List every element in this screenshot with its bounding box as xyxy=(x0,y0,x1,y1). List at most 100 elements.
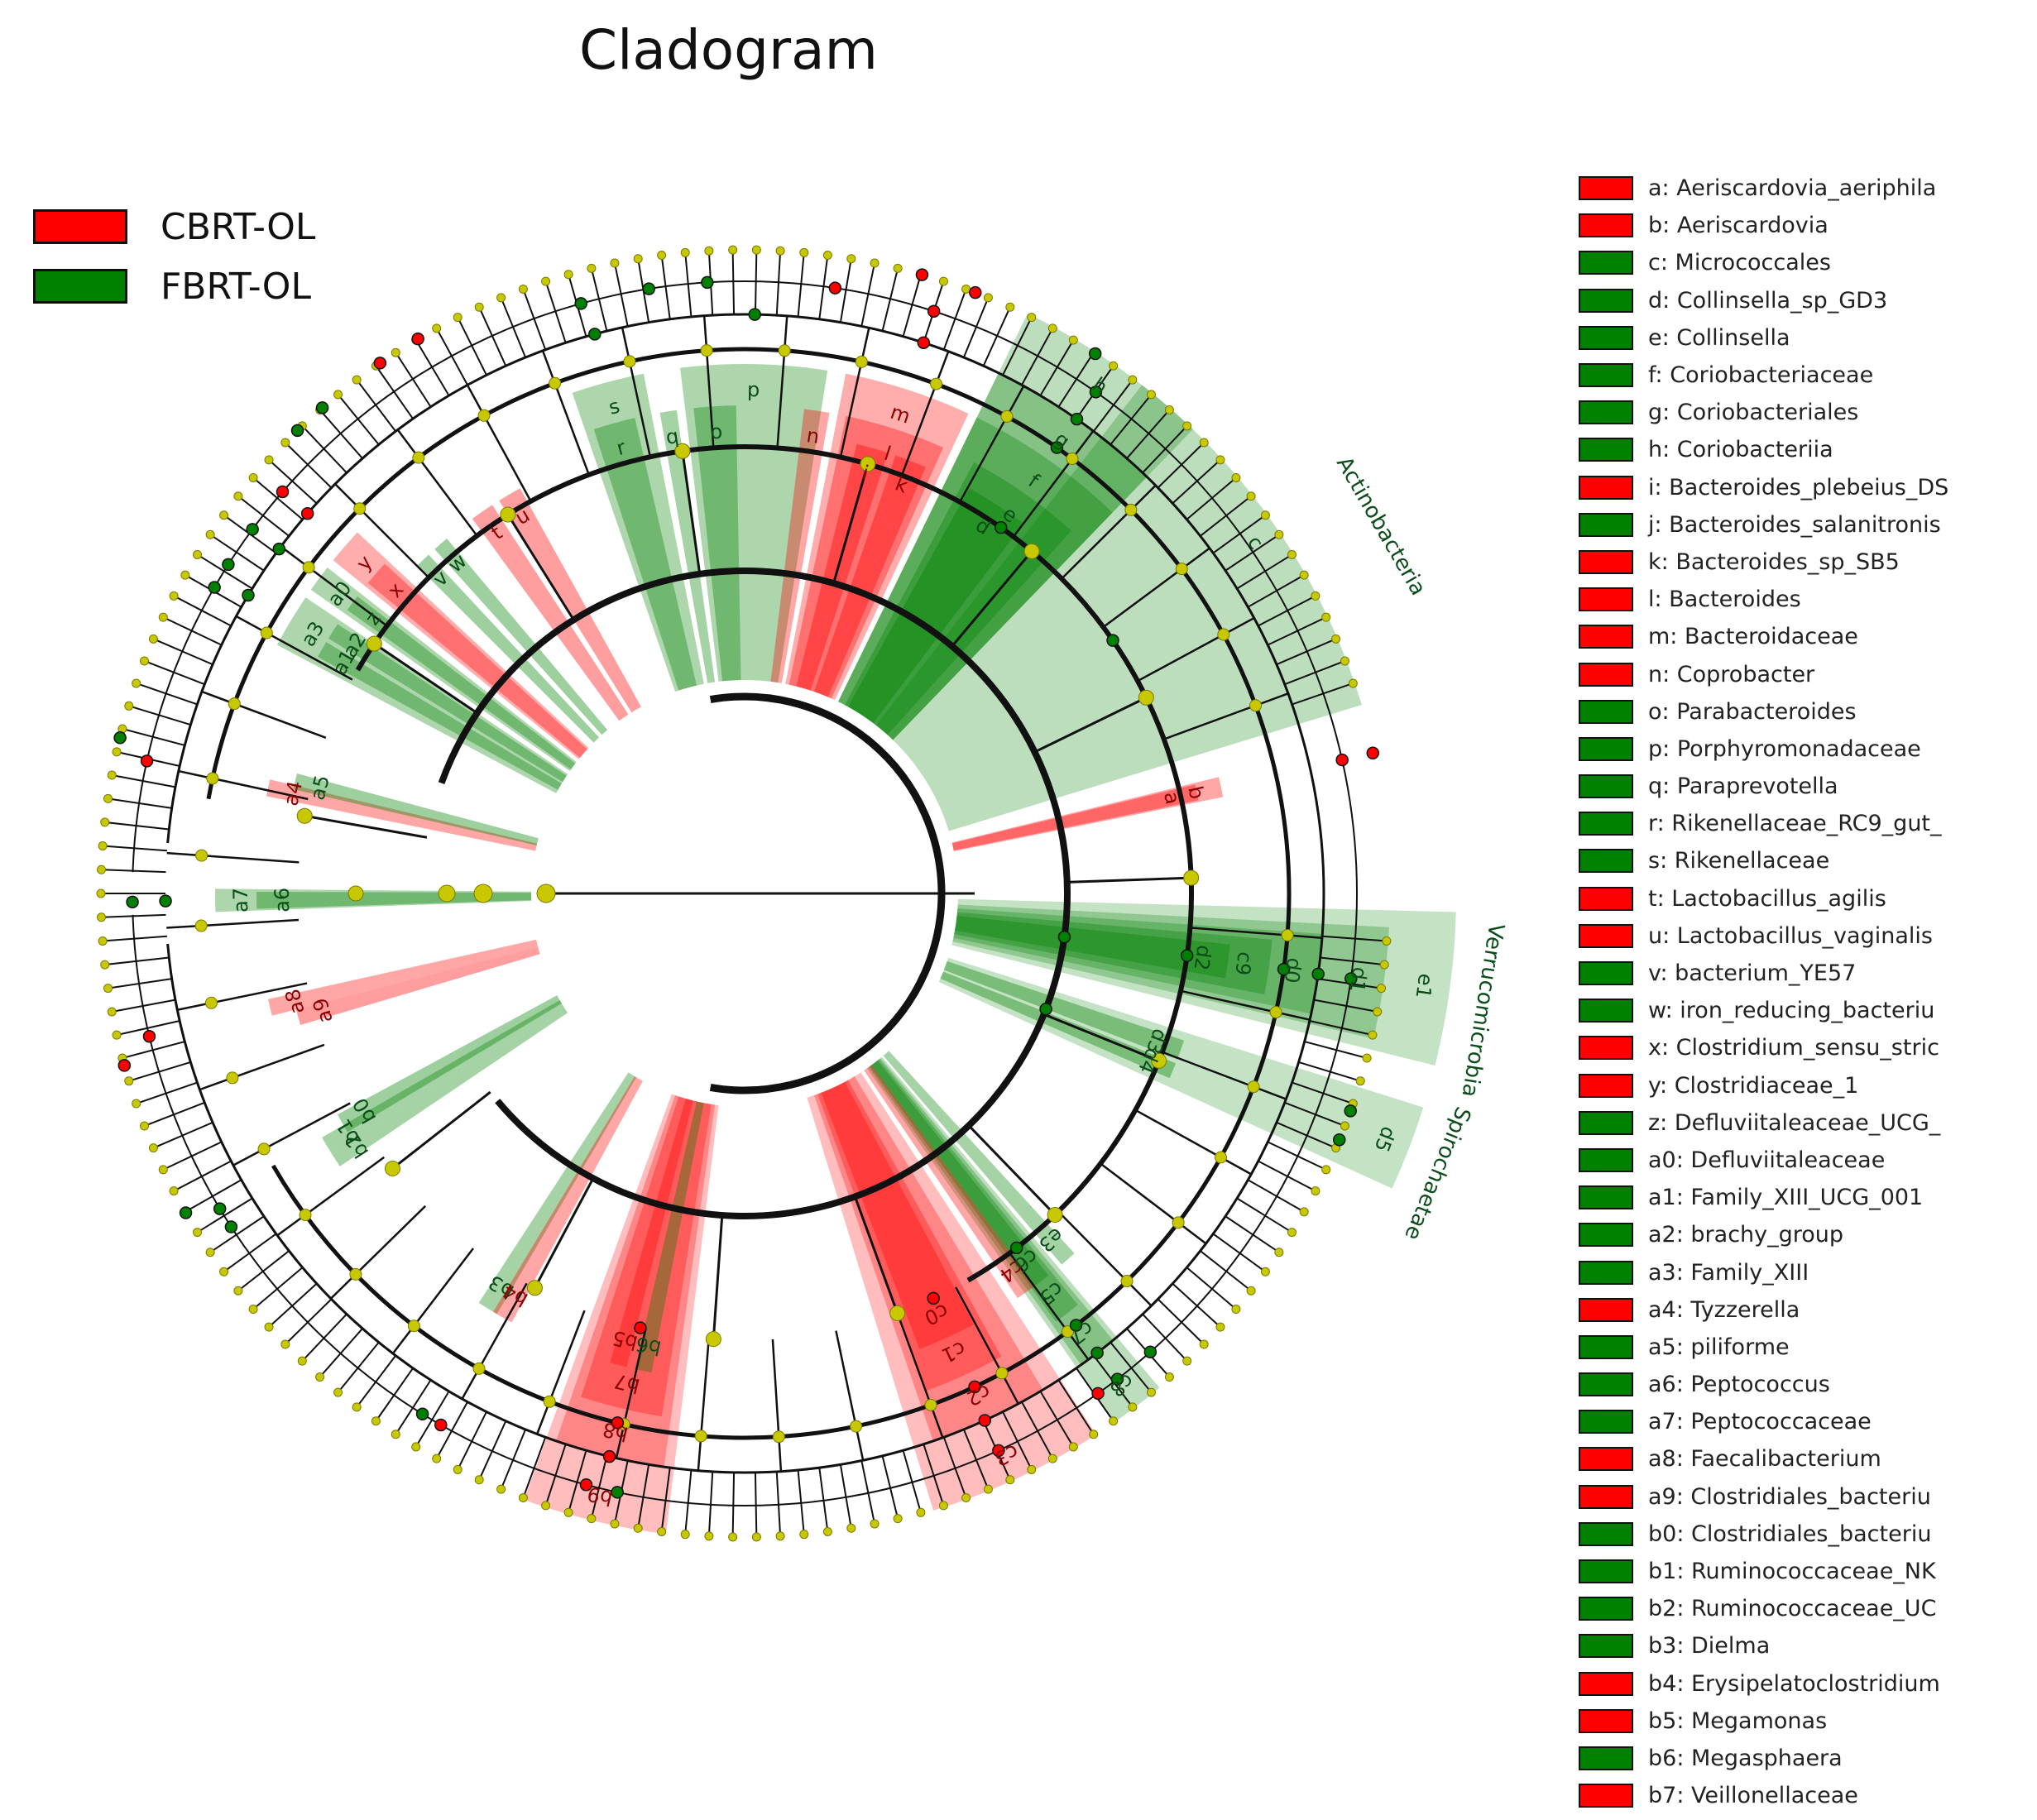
internal-node xyxy=(366,635,382,652)
branch-line xyxy=(301,425,347,474)
taxa-key-entry: o: Parabacteroides xyxy=(1579,693,1992,730)
branch-line xyxy=(391,1248,475,1354)
branch-line xyxy=(112,999,176,1013)
branch-line xyxy=(185,1179,242,1213)
clade-sector-d4 xyxy=(940,971,1177,1079)
branch-line xyxy=(702,315,715,448)
taxa-key-label: s: Rikenellaceae xyxy=(1648,848,1830,874)
branch-line xyxy=(201,690,327,739)
tip-node xyxy=(822,251,832,261)
biomarker-node-d3 xyxy=(1344,1104,1357,1118)
clade-label-e1: e1 xyxy=(1412,972,1438,1000)
tree-branches xyxy=(101,250,1387,1537)
taxa-key-swatch xyxy=(1579,1634,1633,1659)
biomarker-node-a9 xyxy=(117,1059,132,1072)
biomarker-node-c3 xyxy=(927,1291,940,1305)
biomarker-node-c xyxy=(1106,634,1119,647)
branch-line xyxy=(534,1177,595,1289)
branch-line xyxy=(1093,379,1134,432)
tip-node xyxy=(219,510,229,520)
taxa-key-label: h: Coriobacteriia xyxy=(1648,437,1833,463)
biomarker-node-a8 xyxy=(142,1029,156,1043)
taxa-key-entry: b0: Clostridiales_bacteriu xyxy=(1579,1516,1992,1553)
branch-line xyxy=(1043,1013,1160,1062)
branch-line xyxy=(942,1436,967,1498)
branch-line xyxy=(209,1215,265,1253)
clade-sector-c xyxy=(875,385,1362,831)
tip-node xyxy=(846,1523,856,1533)
branch-line xyxy=(1186,477,1237,520)
biomarker-node-b5 xyxy=(579,1478,593,1492)
taxa-key-label: a6: Peptococcus xyxy=(1648,1372,1830,1398)
taxa-key-entry: a8: Faecalibacterium xyxy=(1579,1440,1992,1478)
taxa-key-entry: a4: Tyzzerella xyxy=(1579,1291,1992,1329)
tip-node xyxy=(169,591,179,601)
tip-node xyxy=(371,1416,381,1426)
biomarker-node-b0 xyxy=(179,1206,193,1219)
taxa-key-label: a0: Defluviitaleaceae xyxy=(1648,1147,1886,1173)
branch-line xyxy=(544,280,567,343)
biomarker-node-s xyxy=(588,328,602,341)
taxa-key-entry: a7: Peptococcaceae xyxy=(1579,1403,1992,1440)
branch-line xyxy=(832,463,870,584)
clade-sector-w xyxy=(434,539,608,735)
branch-line xyxy=(237,1250,290,1292)
tip-node xyxy=(474,1475,484,1485)
biomarker-node-d0 xyxy=(1277,962,1291,976)
level-arc-5 xyxy=(166,313,1325,1474)
branch-line xyxy=(457,1411,487,1470)
branch-line xyxy=(684,252,693,318)
internal-node xyxy=(623,355,636,368)
clade-label-d1: d1 xyxy=(1345,965,1372,994)
biomarker-node-c1 xyxy=(978,1414,992,1427)
branch-line xyxy=(104,956,170,966)
branch-line xyxy=(797,1469,805,1535)
clade-sector-d3 xyxy=(943,960,1185,1060)
tip-node xyxy=(822,1526,832,1536)
internal-node xyxy=(1000,410,1014,423)
branch-line xyxy=(304,814,428,839)
branch-line xyxy=(112,774,176,788)
taxa-key-label: f: Coriobacteriaceae xyxy=(1648,362,1874,389)
clade-sector-v xyxy=(417,554,600,743)
branch-line xyxy=(108,797,172,809)
taxa-key-label: b0: Clostridiales_bacteriu xyxy=(1648,1521,1932,1547)
branch-line xyxy=(731,250,736,315)
tip-node xyxy=(1299,1207,1309,1217)
tip-node xyxy=(1164,405,1174,414)
branch-line xyxy=(1267,1141,1327,1171)
branch-line xyxy=(697,1339,710,1471)
branch-line xyxy=(500,1429,527,1490)
tip-node xyxy=(1246,491,1256,501)
branch-line xyxy=(1180,989,1311,1021)
taxa-key-swatch xyxy=(1579,1073,1633,1098)
branch-line xyxy=(116,1019,180,1037)
tip-node xyxy=(893,1514,903,1524)
tip-node xyxy=(1215,455,1225,465)
taxa-key-entry: h: Coriobacteriia xyxy=(1579,431,1992,468)
branch-line xyxy=(337,394,380,445)
taxa-key-label: j: Bacteroides_salanitronis xyxy=(1648,511,1941,538)
branch-line xyxy=(232,1102,351,1166)
tip-node xyxy=(1260,1267,1270,1276)
branch-line xyxy=(881,268,899,332)
taxa-key-label: u: Lactobacillus_vaginalis xyxy=(1648,922,1933,949)
tip-node xyxy=(474,302,484,312)
clade-sector-a2 xyxy=(328,624,567,783)
branch-line xyxy=(103,935,167,942)
taxa-key-label: k: Bacteroides_sp_SB5 xyxy=(1648,548,1900,575)
branch-line xyxy=(435,328,468,386)
clade-sector-e1 xyxy=(951,898,1456,1066)
tip-node xyxy=(1331,634,1341,644)
tip-node xyxy=(140,1121,150,1131)
taxa-key-swatch xyxy=(1579,288,1633,313)
internal-node xyxy=(526,1280,543,1296)
tip-node xyxy=(453,1464,463,1474)
branch-line xyxy=(902,274,922,337)
tip-node xyxy=(1299,570,1309,580)
internal-node xyxy=(995,1367,1009,1380)
taxa-key-swatch xyxy=(1579,961,1633,986)
tip-node xyxy=(610,258,620,268)
branch-line xyxy=(375,365,414,419)
branch-line xyxy=(173,1160,232,1192)
